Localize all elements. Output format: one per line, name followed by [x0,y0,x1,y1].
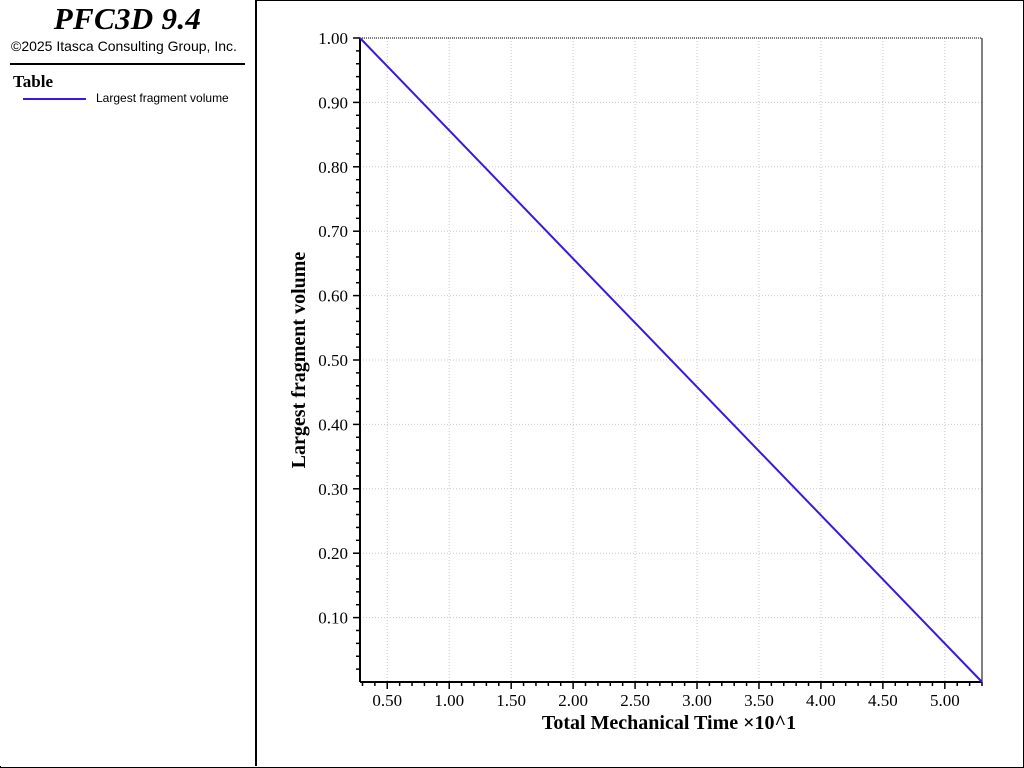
y-tick-label: 0.30 [318,480,348,499]
x-tick-label: 3.50 [744,691,774,710]
tick-labels: 0.10 0.20 0.30 0.40 0.50 0.60 0.70 0.80 0.90 1.00… [318,29,959,710]
y-axis-title: Largest fragment volume [288,252,310,469]
x-tick-label: 4.50 [868,691,898,710]
y-tick-label: 0.20 [318,544,348,563]
x-tick-label: 1.50 [496,691,526,710]
y-tick-label: 0.40 [318,415,348,434]
x-axis-title: Total Mechanical Time ×10^1 [542,712,796,734]
x-tick-label: 2.50 [620,691,650,710]
y-tick-label: 0.90 [318,93,348,112]
y-tick-label: 0.50 [318,351,348,370]
tick-marks [353,37,983,689]
legend-swatch-line [23,98,86,100]
data-series [359,37,983,683]
y-tick-label: 1.00 [318,29,348,48]
app-title: PFC3D 9.4 [53,1,202,36]
x-tick-label: 3.00 [682,691,712,710]
x-tick-label: 0.50 [372,691,402,710]
legend-panel: PFC3D 9.4 ©2025 Itasca Consulting Group,… [0,0,257,766]
legend-divider [10,63,245,65]
x-tick-label: 4.00 [806,691,836,710]
legend-item-label: Largest fragment volume [96,91,229,105]
y-tick-label: 0.70 [318,222,348,241]
x-tick-label: 5.00 [930,691,960,710]
grid-lines [360,37,982,682]
x-tick-label: 1.00 [434,691,464,710]
y-tick-label: 0.60 [318,287,348,306]
y-tick-label: 0.10 [318,609,348,628]
legend-heading: Table [13,72,54,91]
series-line [359,37,983,683]
copyright-text: ©2025 Itasca Consulting Group, Inc. [11,38,237,54]
x-tick-label: 2.00 [558,691,588,710]
y-tick-label: 0.80 [318,158,348,177]
